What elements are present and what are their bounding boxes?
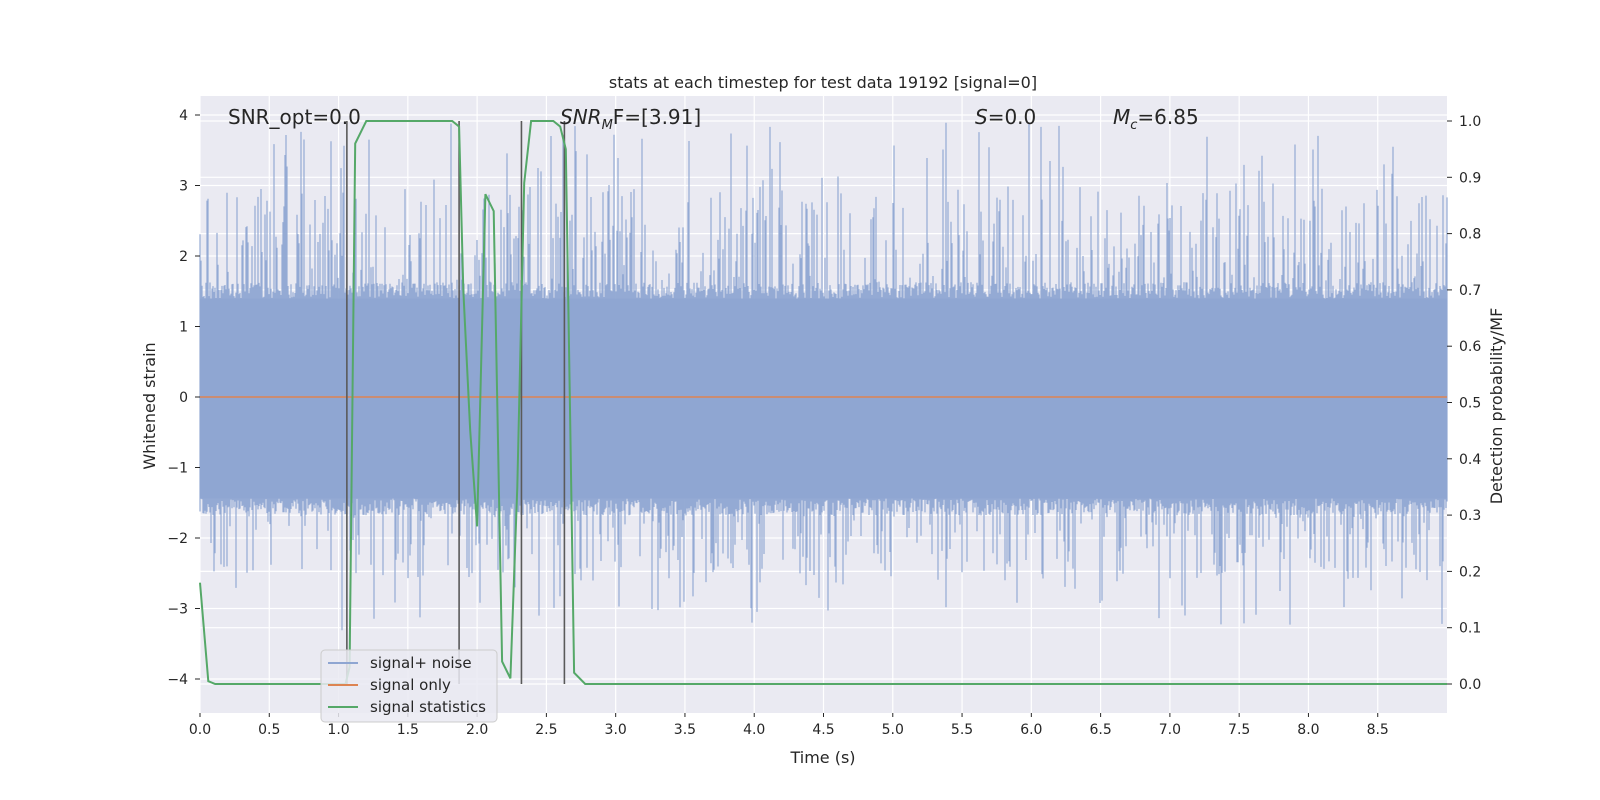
x-tick-label: 2.5 — [535, 722, 557, 738]
x-tick-label: 7.5 — [1228, 722, 1250, 738]
vertical-marker-lines — [346, 121, 566, 684]
y-tick-label-right: 0.7 — [1459, 283, 1481, 299]
y-tick-label-right: 1.0 — [1459, 114, 1481, 130]
y-tick-label-left: 4 — [179, 108, 188, 124]
legend-label-statistics: signal statistics — [370, 698, 486, 716]
y-tick-label-right: 0.4 — [1459, 452, 1481, 468]
snr-mf-rest: F=[3.91] — [613, 105, 701, 129]
snr-mf-sub: M — [602, 118, 613, 133]
s-annotation: S=0.0 — [975, 105, 1036, 129]
x-tick-label: 7.0 — [1159, 722, 1181, 738]
legend-box — [320, 649, 498, 723]
y-tick-label-left: −4 — [167, 672, 188, 688]
legend: signal+ noise signal only signal statist… — [320, 649, 498, 723]
y-tick-label-right: 0.2 — [1459, 564, 1481, 580]
snr-opt-annotation: SNR_opt=0.0 — [228, 105, 361, 129]
y-tick-label-right: 0.5 — [1459, 396, 1481, 412]
right-y-tick-labels: 1.0 0.9 0.8 0.7 0.6 0.5 0.4 0.3 0.2 0.1 0.0 — [1447, 114, 1481, 693]
chart-title: stats at each timestep for test data 191… — [609, 73, 1037, 92]
x-tick-label: 1.0 — [327, 722, 349, 738]
x-tick-label: 4.5 — [812, 722, 834, 738]
y-tick-label-left: −3 — [167, 602, 188, 618]
y-tick-label-left: 0 — [179, 390, 188, 406]
snr-mf-annotation: SNRMF=[3.91] — [560, 105, 701, 133]
mc-annotation: Mc=6.85 — [1113, 105, 1199, 133]
s-rest: =0.0 — [988, 105, 1037, 129]
x-tick-label: 0.5 — [258, 722, 280, 738]
y-tick-label-right: 0.1 — [1459, 621, 1481, 637]
y-tick-label-left: −1 — [167, 461, 188, 477]
legend-label-signal-only: signal only — [370, 676, 451, 694]
y-tick-label-left: 2 — [179, 249, 188, 265]
x-tick-label: 6.0 — [1020, 722, 1042, 738]
y-tick-label-right: 0.8 — [1459, 227, 1481, 243]
x-tick-label: 5.5 — [951, 722, 973, 738]
noise-band — [200, 298, 1447, 499]
mc-italic: M — [1113, 105, 1130, 129]
s-italic: S — [975, 105, 988, 129]
y-tick-label-right: 0.3 — [1459, 508, 1481, 524]
legend-label-noise: signal+ noise — [370, 654, 472, 672]
y-tick-label-left: −2 — [167, 531, 188, 547]
y-tick-label-right: 0.9 — [1459, 170, 1481, 186]
x-tick-label: 2.0 — [466, 722, 488, 738]
signal-statistics-series — [199, 120, 1447, 685]
x-tick-label: 3.5 — [674, 722, 696, 738]
mc-rest: =6.85 — [1137, 105, 1198, 129]
y-axis-label-left: Whitened strain — [140, 342, 159, 469]
y-tick-label-right: 0.0 — [1459, 677, 1481, 693]
y-axis-label-right: Detection probability/MF — [1487, 308, 1506, 505]
y-tick-label-left: 1 — [179, 320, 188, 336]
x-tick-label: 8.0 — [1297, 722, 1319, 738]
left-y-tick-labels: 4 3 2 1 0 −1 −2 −3 −4 — [167, 108, 200, 688]
y-tick-label-left: 3 — [179, 179, 188, 195]
snr-mf-italic: SNR — [560, 105, 602, 129]
x-tick-labels: 0.0 0.5 1.0 1.5 2.0 2.5 3.0 3.5 4.0 4.5 5.0 5.5 6.0 6… — [189, 713, 1389, 738]
x-tick-label: 5.0 — [882, 722, 904, 738]
x-tick-label: 4.0 — [743, 722, 765, 738]
x-tick-label: 0.0 — [189, 722, 211, 738]
x-tick-label: 3.0 — [605, 722, 627, 738]
signal-noise-series — [199, 122, 1448, 631]
mc-sub: c — [1130, 118, 1137, 133]
x-tick-label: 1.5 — [397, 722, 419, 738]
statistics-line — [199, 120, 1447, 685]
x-axis-label: Time (s) — [789, 748, 855, 767]
x-tick-label: 6.5 — [1089, 722, 1111, 738]
y-tick-label-right: 0.6 — [1459, 339, 1481, 355]
x-tick-label: 8.5 — [1367, 722, 1389, 738]
